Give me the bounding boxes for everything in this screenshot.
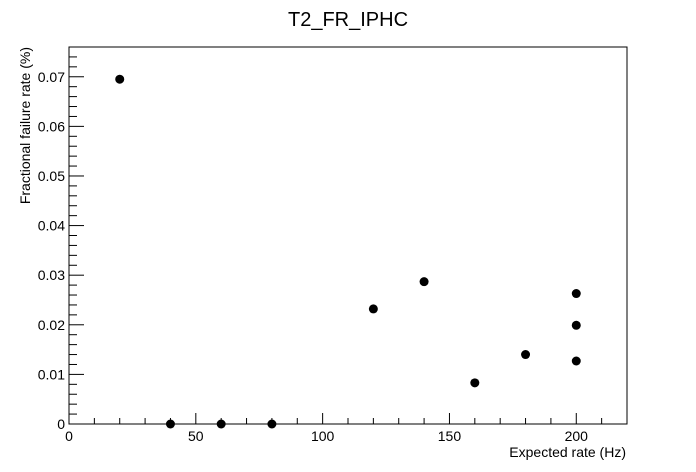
x-tick-label: 200 bbox=[565, 428, 589, 444]
data-point bbox=[470, 378, 480, 388]
x-axis-label: Expected rate (Hz) bbox=[509, 444, 626, 460]
data-markers bbox=[115, 74, 581, 429]
x-tick-label: 100 bbox=[311, 428, 335, 444]
chart-title: T2_FR_IPHC bbox=[288, 9, 408, 31]
y-tick-label: 0.04 bbox=[38, 218, 65, 234]
y-tick-label: 0.01 bbox=[38, 366, 65, 382]
y-axis-ticks: 0 0.01 0.02 0.03 0.04 0.05 0.06 0.07 bbox=[38, 46, 84, 432]
x-tick-label: 150 bbox=[438, 428, 462, 444]
data-point bbox=[521, 350, 531, 360]
data-point bbox=[165, 419, 175, 429]
y-tick-label: 0.07 bbox=[38, 69, 65, 85]
y-tick-label: 0.02 bbox=[38, 317, 65, 333]
data-point bbox=[267, 419, 277, 429]
x-axis-ticks: 0 50 100 150 200 bbox=[65, 413, 628, 444]
data-point bbox=[115, 74, 125, 84]
data-point bbox=[419, 277, 429, 287]
data-point bbox=[216, 419, 226, 429]
y-tick-label: 0 bbox=[57, 416, 65, 432]
y-tick-label: 0.05 bbox=[38, 168, 65, 184]
y-axis-label: Fractional failure rate (%) bbox=[17, 47, 33, 204]
data-point bbox=[368, 304, 378, 314]
data-point bbox=[571, 289, 581, 299]
data-point bbox=[571, 356, 581, 366]
y-tick-label: 0.03 bbox=[38, 267, 65, 283]
plot-frame bbox=[68, 46, 628, 425]
data-point bbox=[571, 320, 581, 330]
x-tick-label: 50 bbox=[188, 428, 204, 444]
x-tick-label: 0 bbox=[65, 428, 73, 444]
y-tick-label: 0.06 bbox=[38, 118, 65, 134]
